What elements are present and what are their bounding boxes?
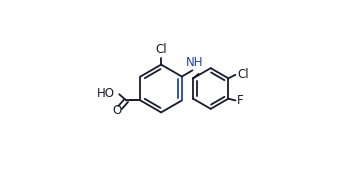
Text: F: F: [237, 94, 244, 107]
Text: O: O: [113, 104, 122, 117]
Text: Cl: Cl: [237, 68, 249, 81]
Text: NH: NH: [186, 56, 203, 69]
Text: HO: HO: [97, 87, 115, 100]
Text: Cl: Cl: [155, 43, 167, 56]
